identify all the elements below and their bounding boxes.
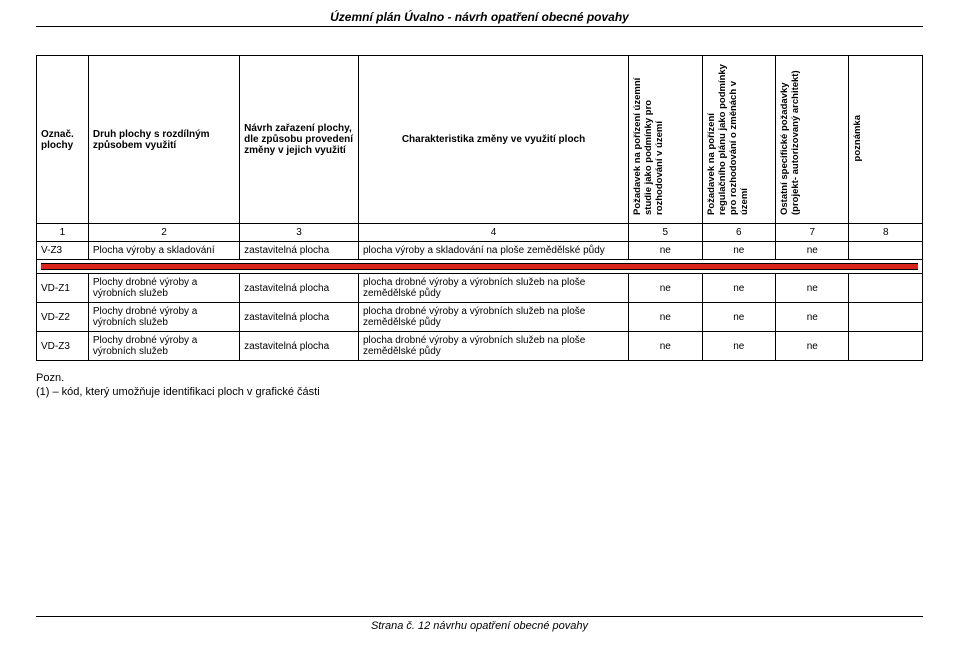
cell-regulacni: ne [702,242,775,260]
cell-ostatni: ne [776,242,849,260]
cell-regulacni: ne [702,303,775,332]
cell-ostatni: ne [776,332,849,361]
col-header-oznac: Označ. plochy [37,56,89,224]
numcell: 5 [629,224,702,242]
numcell: 2 [88,224,239,242]
table-body: V-Z3 Plocha výroby a skladování zastavit… [37,242,923,361]
cell-studie: ne [629,332,702,361]
note-label: Pozn. [36,372,64,384]
cell-druh: Plochy drobné výroby a výrobních služeb [88,303,239,332]
note-block: Pozn. (1) – kód, který umožňuje identifi… [36,371,923,400]
col-header-poznamka: poznámka [849,56,923,224]
numcell: 8 [849,224,923,242]
red-separator-bar [41,263,918,270]
col-header-charakteristika: Charakteristika změny ve využití ploch [358,56,628,224]
cell-druh: Plochy drobné výroby a výrobních služeb [88,274,239,303]
cell-studie: ne [629,274,702,303]
numcell: 1 [37,224,89,242]
footer-rule [36,616,923,617]
table-row: VD-Z3 Plochy drobné výroby a výrobních s… [37,332,923,361]
cell-poznamka [849,274,923,303]
table-row: V-Z3 Plocha výroby a skladování zastavit… [37,242,923,260]
cell-oznac: VD-Z1 [37,274,89,303]
cell-charakteristika: plocha drobné výroby a výrobních služeb … [358,332,628,361]
footer-text: Strana č. 12 návrhu opatření obecné pova… [371,620,588,632]
document-header-title: Územní plán Úvalno - návrh opatření obec… [36,10,923,24]
cell-oznac: VD-Z2 [37,303,89,332]
note-text: (1) – kód, který umožňuje identifikaci p… [36,386,320,398]
cell-ostatni: ne [776,274,849,303]
col-header-navrh: Návrh zařazení plochy, dle způsobu prove… [240,56,359,224]
cell-ostatni: ne [776,303,849,332]
table-number-row: 1 2 3 4 5 6 7 8 [37,224,923,242]
zoning-table: Označ. plochy Druh plochy s rozdílným zp… [36,55,923,361]
table-header-row: Označ. plochy Druh plochy s rozdílným zp… [37,56,923,224]
col-header-pozadavek-regulacni: Požadavek na pořízení regulačního plánu … [702,56,775,224]
col-header-pozadavek-studie: Požadavek na pořízení územní studie jako… [629,56,702,224]
cell-regulacni: ne [702,274,775,303]
cell-oznac: VD-Z3 [37,332,89,361]
cell-poznamka [849,332,923,361]
cell-druh: Plochy drobné výroby a výrobních služeb [88,332,239,361]
cell-charakteristika: plocha drobné výroby a výrobních služeb … [358,274,628,303]
table-row: VD-Z1 Plochy drobné výroby a výrobních s… [37,274,923,303]
cell-poznamka [849,303,923,332]
cell-charakteristika: plocha výroby a skladování na ploše země… [358,242,628,260]
cell-regulacni: ne [702,332,775,361]
cell-studie: ne [629,303,702,332]
col-header-ostatni: Ostatní specifické požadavky (projekt- a… [776,56,849,224]
cell-navrh: zastavitelná plocha [240,332,359,361]
cell-studie: ne [629,242,702,260]
cell-navrh: zastavitelná plocha [240,274,359,303]
col-header-druh: Druh plochy s rozdílným způsobem využití [88,56,239,224]
header-rule [36,26,923,27]
numcell: 6 [702,224,775,242]
numcell: 7 [776,224,849,242]
cell-navrh: zastavitelná plocha [240,242,359,260]
cell-poznamka [849,242,923,260]
table-row: VD-Z2 Plochy drobné výroby a výrobních s… [37,303,923,332]
cell-charakteristika: plocha drobné výroby a výrobních služeb … [358,303,628,332]
cell-navrh: zastavitelná plocha [240,303,359,332]
cell-druh: Plocha výroby a skladování [88,242,239,260]
page-footer: Strana č. 12 návrhu opatření obecné pova… [36,616,923,632]
red-separator-row [37,260,923,274]
numcell: 3 [240,224,359,242]
numcell: 4 [358,224,628,242]
page: Územní plán Úvalno - návrh opatření obec… [0,0,959,650]
cell-oznac: V-Z3 [37,242,89,260]
